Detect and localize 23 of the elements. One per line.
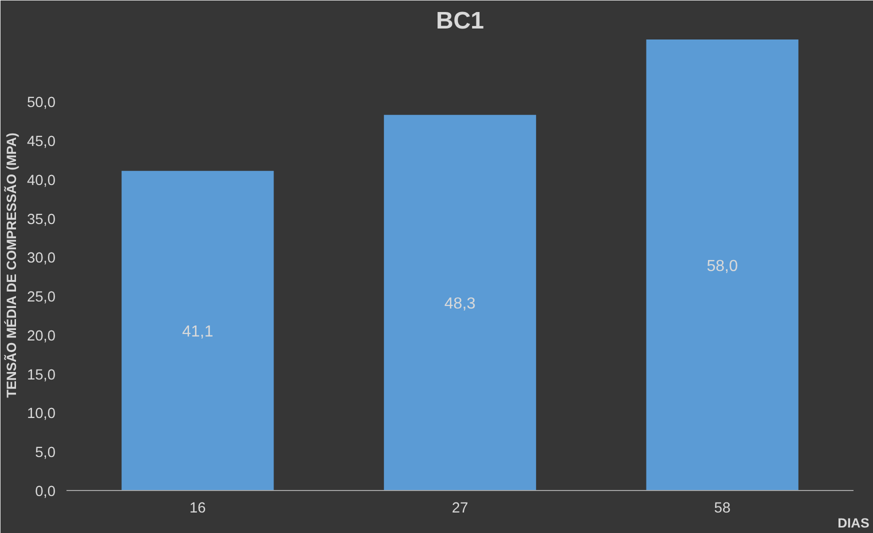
y-tick-label: 35,0: [26, 212, 56, 228]
chart-title: BC1: [436, 8, 484, 34]
data-label: 58,0: [706, 258, 738, 275]
y-tick-label: 45,0: [26, 134, 56, 150]
y-tick-label: 30,0: [26, 250, 56, 267]
y-tick-label: 5,0: [35, 445, 56, 462]
bar: [122, 170, 274, 490]
x-tick-label: 27: [452, 500, 468, 516]
y-tick-label: 50,0: [26, 95, 56, 112]
x-tick-label: 58: [714, 500, 730, 516]
data-label: 41,1: [182, 324, 214, 341]
y-tick-label: 0,0: [35, 484, 56, 500]
y-tick-label: 40,0: [26, 172, 56, 189]
y-tick-label: 10,0: [26, 406, 56, 422]
y-tick-label: 20,0: [26, 328, 56, 344]
bar: [384, 114, 536, 490]
data-label: 48,3: [444, 296, 476, 313]
bar: [646, 40, 798, 490]
y-tick-label: 25,0: [26, 290, 56, 306]
x-axis-title: DIAS: [838, 516, 870, 530]
x-tick-label: 16: [190, 500, 206, 516]
y-axis-title: TENSÃO MÉDIA DE COMPRESSÃO (MPA): [4, 132, 19, 398]
y-tick-label: 15,0: [26, 367, 56, 384]
